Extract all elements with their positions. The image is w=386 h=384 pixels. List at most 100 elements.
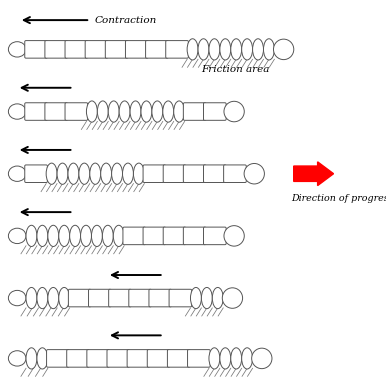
Ellipse shape (46, 163, 57, 184)
FancyBboxPatch shape (203, 227, 226, 245)
Ellipse shape (220, 348, 231, 369)
FancyBboxPatch shape (203, 165, 226, 182)
Ellipse shape (224, 101, 244, 122)
FancyBboxPatch shape (166, 41, 188, 58)
Ellipse shape (112, 163, 122, 184)
FancyBboxPatch shape (85, 41, 108, 58)
Text: Contraction: Contraction (95, 16, 157, 25)
FancyBboxPatch shape (65, 41, 88, 58)
Ellipse shape (264, 39, 274, 60)
Ellipse shape (37, 348, 48, 369)
Ellipse shape (252, 348, 272, 369)
Ellipse shape (198, 39, 209, 60)
Ellipse shape (26, 348, 37, 369)
Ellipse shape (152, 101, 163, 122)
FancyBboxPatch shape (109, 289, 131, 307)
Ellipse shape (37, 288, 48, 309)
FancyBboxPatch shape (68, 289, 91, 307)
FancyBboxPatch shape (88, 289, 111, 307)
FancyBboxPatch shape (183, 103, 206, 120)
FancyBboxPatch shape (127, 349, 150, 367)
Ellipse shape (130, 101, 141, 122)
FancyBboxPatch shape (25, 165, 47, 182)
Ellipse shape (69, 225, 81, 247)
Ellipse shape (212, 288, 223, 309)
Ellipse shape (90, 163, 101, 184)
FancyBboxPatch shape (203, 103, 226, 120)
Circle shape (8, 228, 26, 243)
Ellipse shape (122, 163, 134, 184)
FancyBboxPatch shape (183, 165, 206, 182)
FancyBboxPatch shape (147, 349, 170, 367)
Ellipse shape (134, 163, 144, 184)
FancyBboxPatch shape (107, 349, 130, 367)
Ellipse shape (48, 288, 59, 309)
Text: Friction area: Friction area (201, 65, 270, 74)
Ellipse shape (37, 225, 48, 247)
Ellipse shape (86, 101, 97, 122)
FancyBboxPatch shape (149, 289, 172, 307)
Ellipse shape (68, 163, 79, 184)
FancyArrow shape (294, 162, 334, 185)
Ellipse shape (242, 39, 252, 60)
FancyBboxPatch shape (223, 165, 246, 182)
Ellipse shape (201, 288, 212, 309)
FancyBboxPatch shape (169, 289, 192, 307)
FancyBboxPatch shape (125, 41, 148, 58)
Ellipse shape (231, 39, 242, 60)
Ellipse shape (101, 163, 112, 184)
Ellipse shape (26, 225, 37, 247)
Ellipse shape (119, 101, 130, 122)
Ellipse shape (190, 288, 201, 309)
FancyBboxPatch shape (25, 103, 47, 120)
Ellipse shape (102, 225, 113, 247)
Ellipse shape (242, 348, 252, 369)
Ellipse shape (81, 225, 91, 247)
Ellipse shape (59, 288, 69, 309)
Ellipse shape (57, 163, 68, 184)
FancyBboxPatch shape (123, 227, 146, 245)
Ellipse shape (187, 39, 198, 60)
Circle shape (8, 290, 26, 306)
Ellipse shape (79, 163, 90, 184)
FancyBboxPatch shape (105, 41, 128, 58)
FancyBboxPatch shape (163, 227, 186, 245)
FancyBboxPatch shape (183, 227, 206, 245)
Ellipse shape (141, 101, 152, 122)
Ellipse shape (91, 225, 102, 247)
FancyBboxPatch shape (129, 289, 151, 307)
Ellipse shape (59, 225, 69, 247)
Ellipse shape (113, 225, 124, 247)
Ellipse shape (174, 101, 185, 122)
FancyBboxPatch shape (65, 103, 88, 120)
FancyBboxPatch shape (45, 103, 68, 120)
Circle shape (8, 166, 26, 181)
Ellipse shape (244, 164, 264, 184)
FancyBboxPatch shape (146, 41, 168, 58)
Circle shape (8, 104, 26, 119)
Circle shape (8, 351, 26, 366)
FancyBboxPatch shape (188, 349, 210, 367)
FancyBboxPatch shape (143, 165, 166, 182)
Ellipse shape (273, 39, 294, 60)
FancyBboxPatch shape (163, 165, 186, 182)
Ellipse shape (48, 225, 59, 247)
FancyBboxPatch shape (143, 227, 166, 245)
Ellipse shape (224, 226, 244, 246)
Ellipse shape (220, 39, 231, 60)
Ellipse shape (252, 39, 264, 60)
FancyBboxPatch shape (168, 349, 190, 367)
Ellipse shape (26, 288, 37, 309)
Ellipse shape (97, 101, 108, 122)
Ellipse shape (222, 288, 242, 308)
Circle shape (8, 42, 26, 57)
FancyBboxPatch shape (45, 41, 68, 58)
Ellipse shape (209, 39, 220, 60)
Ellipse shape (108, 101, 119, 122)
FancyBboxPatch shape (87, 349, 110, 367)
Text: Direction of progress: Direction of progress (291, 194, 386, 203)
Ellipse shape (231, 348, 242, 369)
Ellipse shape (163, 101, 174, 122)
FancyBboxPatch shape (67, 349, 90, 367)
FancyBboxPatch shape (25, 41, 47, 58)
